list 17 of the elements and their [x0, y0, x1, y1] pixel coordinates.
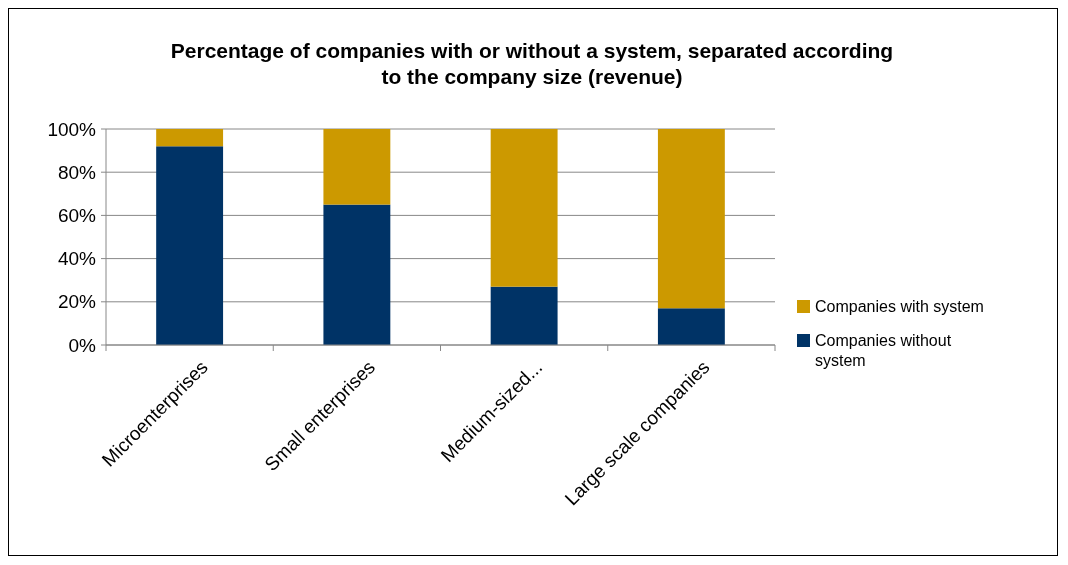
y-tick-label: 60%	[57, 205, 97, 227]
bar	[323, 204, 391, 345]
bar	[156, 146, 224, 345]
bar	[490, 129, 558, 287]
y-tick-label: 80%	[57, 161, 97, 183]
legend-label: Companies without system	[815, 332, 952, 369]
bar	[657, 129, 725, 309]
bar	[323, 129, 391, 205]
bar	[490, 286, 558, 345]
bar	[156, 129, 224, 147]
y-tick-label: 100%	[47, 118, 97, 140]
legend-label: Companies with system	[815, 298, 984, 315]
y-tick-label: 0%	[68, 334, 97, 356]
y-tick-label: 20%	[57, 291, 97, 313]
y-tick-label: 40%	[57, 248, 97, 270]
bar	[657, 308, 725, 345]
chart-title: Percentage of companies with or without a system, separated according to the company size (revenue)	[170, 39, 894, 88]
